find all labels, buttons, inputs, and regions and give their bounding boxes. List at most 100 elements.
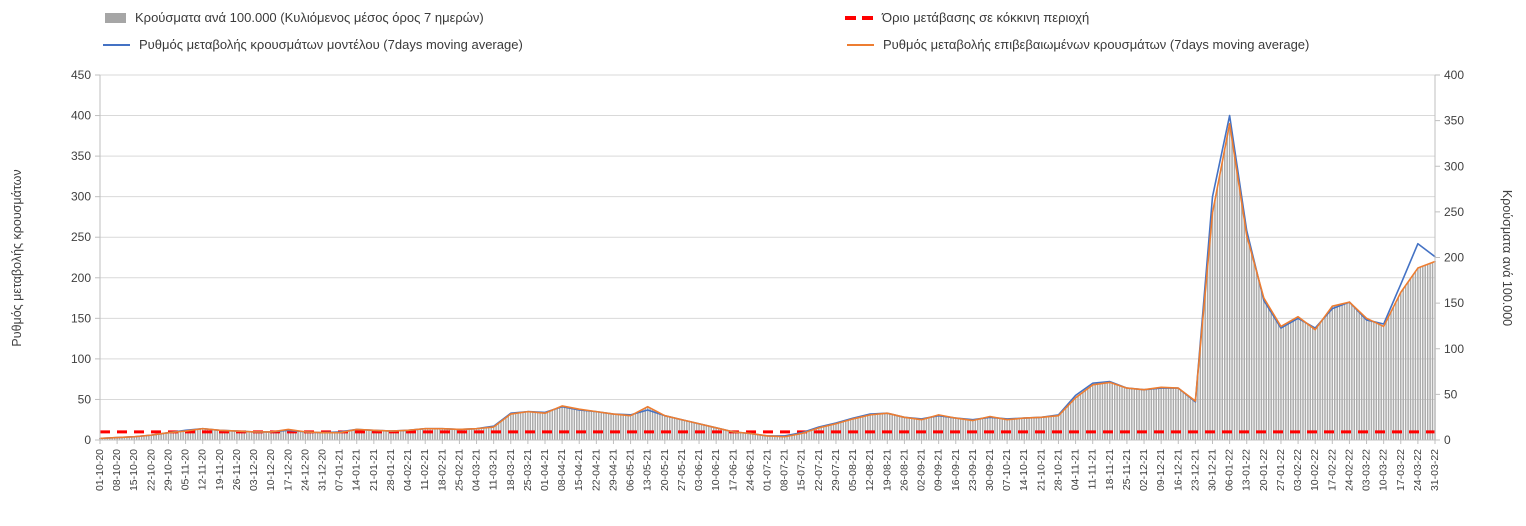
- svg-text:18-02-21: 18-02-21: [436, 449, 448, 491]
- svg-text:08-10-20: 08-10-20: [111, 449, 123, 491]
- svg-text:25-02-21: 25-02-21: [453, 449, 465, 491]
- legend-label-bars: Κρούσματα ανά 100.000 (Κυλιόμενος μέσος …: [135, 10, 484, 25]
- svg-text:24-02-22: 24-02-22: [1343, 449, 1355, 491]
- svg-text:28-10-21: 28-10-21: [1052, 449, 1064, 491]
- confirmed-line-swatch-icon: [847, 43, 874, 46]
- right-axis-ticks: 0 50 100 150 200 250 300 350 400: [1435, 68, 1464, 447]
- legend-item-confirmed: Ρυθμός μεταβολής επιβεβαιωμένων κρουσμάτ…: [847, 37, 1309, 52]
- svg-text:11-03-21: 11-03-21: [488, 449, 500, 490]
- svg-text:23-09-21: 23-09-21: [967, 449, 979, 491]
- svg-text:09-09-21: 09-09-21: [933, 449, 945, 491]
- svg-text:17-02-22: 17-02-22: [1326, 449, 1338, 491]
- svg-text:07-01-21: 07-01-21: [334, 449, 346, 491]
- svg-text:01-10-20: 01-10-20: [94, 449, 106, 491]
- svg-text:150: 150: [1444, 296, 1464, 310]
- svg-text:08-04-21: 08-04-21: [556, 449, 568, 491]
- svg-text:200: 200: [1444, 251, 1464, 265]
- svg-text:25-11-21: 25-11-21: [1121, 449, 1133, 490]
- svg-text:15-07-21: 15-07-21: [796, 449, 808, 491]
- bars-swatch-icon: [105, 12, 126, 23]
- svg-text:03-06-21: 03-06-21: [693, 449, 705, 491]
- svg-text:13-01-22: 13-01-22: [1241, 449, 1253, 491]
- svg-text:300: 300: [1444, 159, 1464, 173]
- gridlines: [100, 74, 1435, 400]
- svg-text:12-08-21: 12-08-21: [864, 449, 876, 491]
- svg-text:350: 350: [71, 149, 91, 163]
- svg-text:26-08-21: 26-08-21: [898, 449, 910, 491]
- svg-text:06-05-21: 06-05-21: [625, 449, 637, 491]
- svg-text:0: 0: [1444, 433, 1451, 447]
- svg-text:30-09-21: 30-09-21: [984, 449, 996, 491]
- svg-text:06-01-22: 06-01-22: [1224, 449, 1236, 491]
- svg-text:14-10-21: 14-10-21: [1018, 449, 1030, 491]
- svg-text:01-07-21: 01-07-21: [762, 449, 774, 491]
- svg-text:05-08-21: 05-08-21: [847, 449, 859, 491]
- svg-text:31-03-22: 31-03-22: [1429, 449, 1441, 491]
- svg-text:100: 100: [71, 352, 91, 366]
- svg-text:0: 0: [84, 433, 91, 447]
- legend-item-threshold: Όριο μετάβασης σε κόκκινη περιοχή: [845, 10, 1089, 25]
- legend-label-threshold: Όριο μετάβασης σε κόκκινη περιοχή: [882, 10, 1090, 25]
- svg-text:15-10-20: 15-10-20: [128, 449, 140, 491]
- svg-text:10-02-22: 10-02-22: [1309, 449, 1321, 491]
- svg-text:21-10-21: 21-10-21: [1035, 449, 1047, 491]
- svg-text:14-01-21: 14-01-21: [351, 449, 363, 491]
- svg-text:12-11-20: 12-11-20: [197, 449, 209, 490]
- svg-text:100: 100: [1444, 342, 1464, 356]
- svg-text:200: 200: [71, 271, 91, 285]
- legend-label-model: Ρυθμός μεταβολής κρουσμάτων μοντέλου (7d…: [139, 37, 523, 52]
- svg-text:29-07-21: 29-07-21: [830, 449, 842, 491]
- legend-item-model: Ρυθμός μεταβολής κρουσμάτων μοντέλου (7d…: [103, 37, 523, 52]
- svg-text:20-01-22: 20-01-22: [1258, 449, 1270, 491]
- svg-text:250: 250: [71, 230, 91, 244]
- svg-text:18-03-21: 18-03-21: [505, 449, 517, 491]
- svg-text:30-12-21: 30-12-21: [1207, 449, 1219, 491]
- svg-text:04-03-21: 04-03-21: [471, 449, 483, 491]
- svg-text:17-06-21: 17-06-21: [727, 449, 739, 491]
- left-axis-ticks: 0 50 100 150 200 250 300 350 400 450: [71, 68, 100, 447]
- svg-text:22-10-20: 22-10-20: [145, 449, 157, 491]
- svg-text:21-01-21: 21-01-21: [368, 449, 380, 491]
- svg-text:09-12-21: 09-12-21: [1155, 449, 1167, 491]
- svg-text:50: 50: [1444, 387, 1458, 401]
- svg-text:300: 300: [71, 190, 91, 204]
- svg-text:15-04-21: 15-04-21: [573, 449, 585, 491]
- svg-text:350: 350: [1444, 114, 1464, 128]
- svg-text:19-08-21: 19-08-21: [881, 449, 893, 491]
- svg-text:29-10-20: 29-10-20: [162, 449, 174, 491]
- threshold-dash-icon: [845, 15, 873, 20]
- svg-text:16-09-21: 16-09-21: [950, 449, 962, 491]
- legend-item-bars: Κρούσματα ανά 100.000 (Κυλιόμενος μέσος …: [105, 10, 484, 25]
- svg-text:250: 250: [1444, 205, 1464, 219]
- svg-text:450: 450: [71, 68, 91, 82]
- svg-text:16-12-21: 16-12-21: [1172, 449, 1184, 491]
- svg-text:28-01-21: 28-01-21: [385, 449, 397, 491]
- svg-text:11-11-21: 11-11-21: [1087, 449, 1099, 490]
- svg-text:23-12-21: 23-12-21: [1189, 449, 1201, 491]
- svg-text:400: 400: [1444, 68, 1464, 82]
- model-line-swatch-icon: [103, 43, 130, 46]
- svg-text:10-12-20: 10-12-20: [265, 449, 277, 491]
- svg-text:50: 50: [78, 392, 92, 406]
- svg-text:03-12-20: 03-12-20: [248, 449, 260, 491]
- chart-canvas: 0 50 100 150 200 250 300 350 400 450 0 50 100 150 200 2…: [71, 68, 1464, 491]
- svg-text:400: 400: [71, 109, 91, 123]
- svg-text:17-12-20: 17-12-20: [282, 449, 294, 491]
- svg-text:17-03-22: 17-03-22: [1395, 449, 1407, 491]
- svg-text:29-04-21: 29-04-21: [607, 449, 619, 491]
- svg-text:05-11-20: 05-11-20: [180, 449, 192, 490]
- svg-text:19-11-20: 19-11-20: [214, 449, 226, 490]
- confirmed-line-series: [99, 122, 1436, 440]
- svg-text:26-11-20: 26-11-20: [231, 449, 243, 490]
- svg-text:04-11-21: 04-11-21: [1070, 449, 1082, 490]
- svg-text:25-03-21: 25-03-21: [522, 449, 534, 491]
- svg-text:150: 150: [71, 311, 91, 325]
- svg-text:18-11-21: 18-11-21: [1104, 449, 1116, 490]
- svg-text:11-02-21: 11-02-21: [419, 449, 431, 490]
- svg-text:10-03-22: 10-03-22: [1378, 449, 1390, 491]
- svg-text:01-04-21: 01-04-21: [539, 449, 551, 491]
- bars-series: [99, 123, 1436, 441]
- svg-text:27-01-22: 27-01-22: [1275, 449, 1287, 491]
- svg-text:24-03-22: 24-03-22: [1412, 449, 1424, 491]
